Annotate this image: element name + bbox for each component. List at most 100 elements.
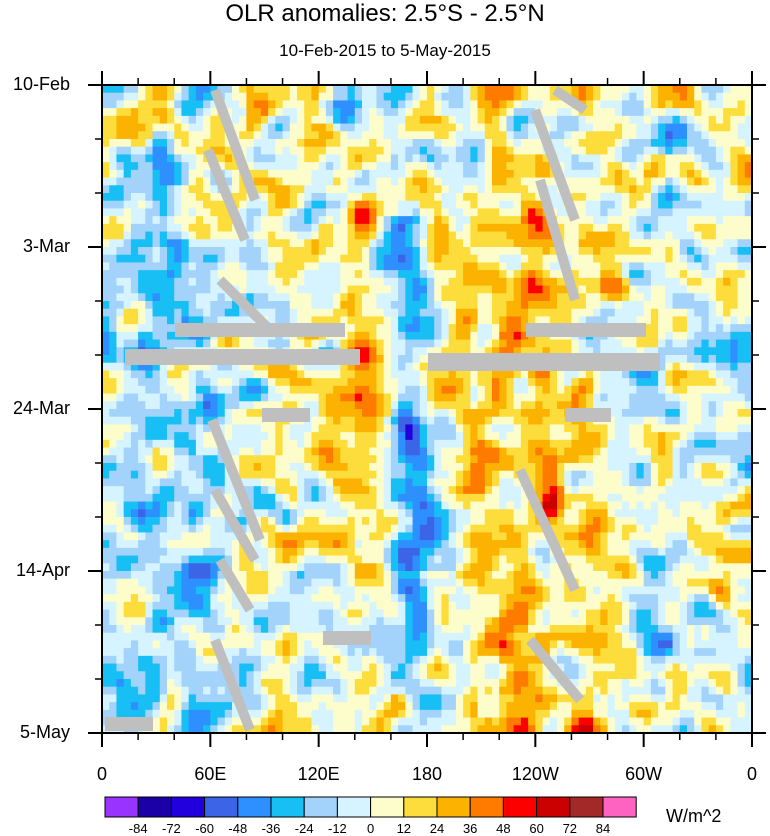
field-cell (167, 393, 175, 402)
field-cell (260, 308, 269, 318)
field-cell (629, 424, 638, 433)
field-cell (708, 447, 717, 456)
field-cell (708, 200, 717, 210)
field-cell (557, 301, 565, 310)
field-cell (477, 293, 486, 302)
field-cell (174, 301, 183, 310)
field-cell (297, 254, 305, 264)
field-cell (593, 301, 601, 310)
field-cell (340, 385, 349, 395)
field-cell (275, 247, 284, 256)
field-cell (203, 509, 211, 518)
field-cell (665, 339, 674, 348)
field-cell (304, 432, 313, 441)
field-cell (253, 100, 262, 109)
field-cell (130, 185, 139, 194)
field-cell (246, 424, 255, 433)
field-cell (217, 339, 226, 348)
field-cell (607, 463, 616, 472)
field-cell (188, 393, 197, 402)
field-cell (672, 339, 681, 348)
field-cell (723, 254, 731, 264)
field-cell (701, 401, 710, 410)
field-cell (730, 223, 739, 233)
field-cell (593, 247, 601, 256)
field-cell (434, 347, 443, 356)
field-cell (152, 262, 161, 271)
field-cell (701, 139, 710, 148)
field-cell (715, 493, 724, 503)
field-cell (737, 385, 746, 395)
field-cell (181, 463, 190, 472)
field-cell (102, 193, 110, 202)
field-cell (354, 177, 363, 186)
field-cell (188, 362, 197, 372)
field-cell (672, 455, 681, 464)
field-cell (383, 424, 392, 433)
field-cell (694, 355, 703, 364)
field-cell (622, 308, 630, 318)
field-cell (102, 277, 110, 287)
field-cell (665, 277, 674, 287)
field-cell (347, 139, 356, 148)
field-cell (455, 416, 464, 426)
field-cell (109, 424, 118, 433)
field-cell (289, 177, 298, 186)
field-cell (369, 447, 378, 456)
field-cell (477, 262, 486, 271)
field-cell (463, 301, 471, 310)
field-cell (232, 169, 240, 179)
field-cell (232, 409, 240, 418)
field-cell (405, 331, 414, 341)
field-cell (268, 262, 276, 271)
field-cell (260, 169, 269, 179)
field-cell (123, 139, 132, 148)
field-cell (318, 254, 327, 264)
field-cell (455, 208, 464, 217)
field-cell (405, 493, 414, 503)
field-cell (297, 193, 305, 202)
field-cell (715, 108, 724, 117)
field-cell (650, 409, 659, 418)
field-cell (347, 378, 356, 387)
field-cell (412, 200, 421, 210)
field-cell (492, 331, 500, 341)
field-cell (123, 463, 132, 472)
field-cell (325, 162, 334, 171)
field-cell (607, 432, 616, 441)
field-cell (622, 478, 630, 487)
field-cell (246, 277, 255, 287)
field-cell (347, 409, 356, 418)
field-cell (138, 486, 146, 495)
field-cell (188, 262, 197, 271)
field-cell (470, 478, 479, 487)
field-cell (723, 108, 731, 117)
field-cell (585, 115, 594, 125)
field-cell (549, 247, 558, 256)
field-cell (412, 285, 421, 294)
field-cell (737, 401, 746, 410)
field-cell (195, 154, 204, 163)
field-cell (390, 216, 399, 225)
field-cell (679, 370, 688, 379)
field-cell (405, 239, 414, 248)
field-cell (564, 308, 573, 318)
field-cell (499, 385, 508, 395)
field-cell (593, 486, 601, 495)
field-cell (109, 393, 118, 402)
field-cell (585, 208, 594, 217)
field-cell (723, 123, 731, 132)
field-cell (679, 432, 688, 441)
field-cell (369, 162, 378, 171)
field-cell (333, 270, 341, 279)
field-cell (506, 285, 515, 294)
field-cell (383, 393, 392, 402)
field-cell (744, 308, 753, 318)
field-cell (159, 216, 168, 225)
field-cell (679, 231, 688, 240)
field-cell (130, 439, 139, 449)
field-cell (658, 447, 666, 456)
field-cell (650, 169, 659, 179)
field-cell (102, 254, 110, 264)
field-cell (246, 432, 255, 441)
